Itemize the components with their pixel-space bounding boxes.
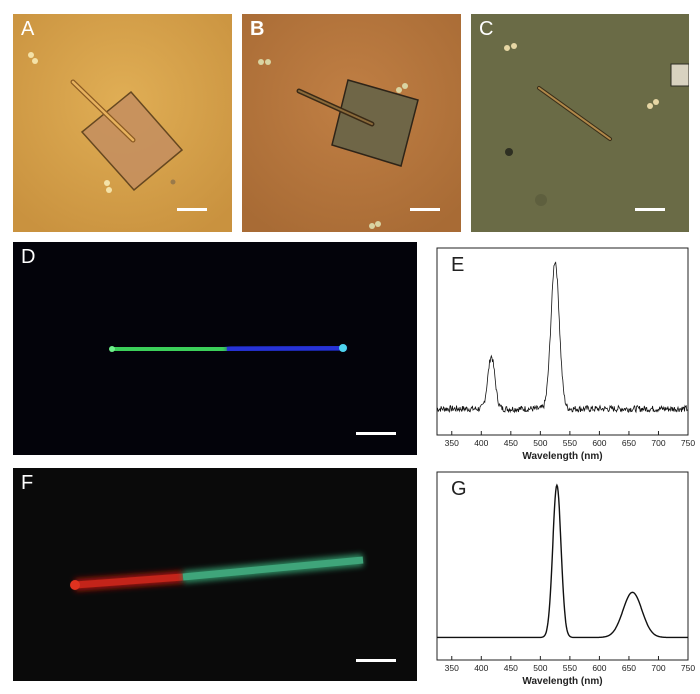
spectrum-e-chart: 350 400 450 500 550 600 650 700 750 Wavelength (n… (436, 247, 695, 462)
panel-label-d: D (21, 246, 36, 268)
x-tick-label: 750 (681, 438, 695, 448)
scale-bar-d (356, 432, 396, 435)
x-tick-label: 600 (592, 663, 606, 673)
x-tick-label: 400 (474, 438, 488, 448)
panel-f-fluorescence: F (13, 468, 417, 681)
x-axis-label: Wavelength (nm) (522, 676, 602, 687)
plot-frame (436, 471, 689, 661)
panel-e-spectrum: 350 400 450 500 550 600 650 700 750 Wavelength (n… (425, 240, 700, 462)
scale-bar-b (410, 208, 440, 211)
panel-d-fluorescence: D (13, 242, 417, 455)
x-tick-label: 450 (504, 438, 518, 448)
scale-bar-a (177, 208, 207, 211)
panel-a-micrograph: A (13, 14, 232, 232)
x-tick-label: 700 (651, 663, 665, 673)
panel-label-c: C (479, 18, 494, 40)
spectrum-line (436, 261, 689, 414)
panel-a-image (13, 14, 232, 232)
x-tick-label: 600 (592, 438, 606, 448)
panel-label-b: B (250, 18, 265, 40)
spectrum-g-chart: 350 400 450 500 550 600 650 700 750 Wavelength (n… (436, 471, 695, 687)
panel-c-image (471, 14, 689, 232)
panel-c-micrograph: C (471, 14, 689, 232)
panel-label-e: E (451, 254, 465, 276)
panel-g-spectrum: 350 400 450 500 550 600 650 700 750 Wavelength (n… (425, 464, 700, 689)
scale-bar-c (635, 208, 665, 211)
panel-f-image (13, 468, 417, 681)
spectrum-line (437, 483, 688, 639)
x-tick-label: 700 (651, 438, 665, 448)
x-tick-label: 550 (563, 663, 577, 673)
x-tick-label: 450 (504, 663, 518, 673)
panel-d-image (13, 242, 417, 455)
x-axis-label: Wavelength (nm) (522, 451, 602, 462)
plot-frame (436, 247, 689, 436)
x-tick-label: 750 (681, 663, 695, 673)
x-tick-label: 550 (563, 438, 577, 448)
scale-bar-f (356, 659, 396, 662)
panel-b-micrograph: B (242, 14, 461, 232)
panel-label-f: F (21, 472, 34, 494)
x-tick-label: 350 (445, 663, 459, 673)
x-tick-label: 500 (533, 663, 547, 673)
x-tick-label: 650 (622, 438, 636, 448)
x-tick-label: 500 (533, 438, 547, 448)
x-tick-label: 650 (622, 663, 636, 673)
panel-b-image (242, 14, 461, 232)
panel-label-g: G (451, 478, 467, 500)
x-tick-label: 400 (474, 663, 488, 673)
panel-label-a: A (21, 18, 35, 40)
x-tick-label: 350 (445, 438, 459, 448)
